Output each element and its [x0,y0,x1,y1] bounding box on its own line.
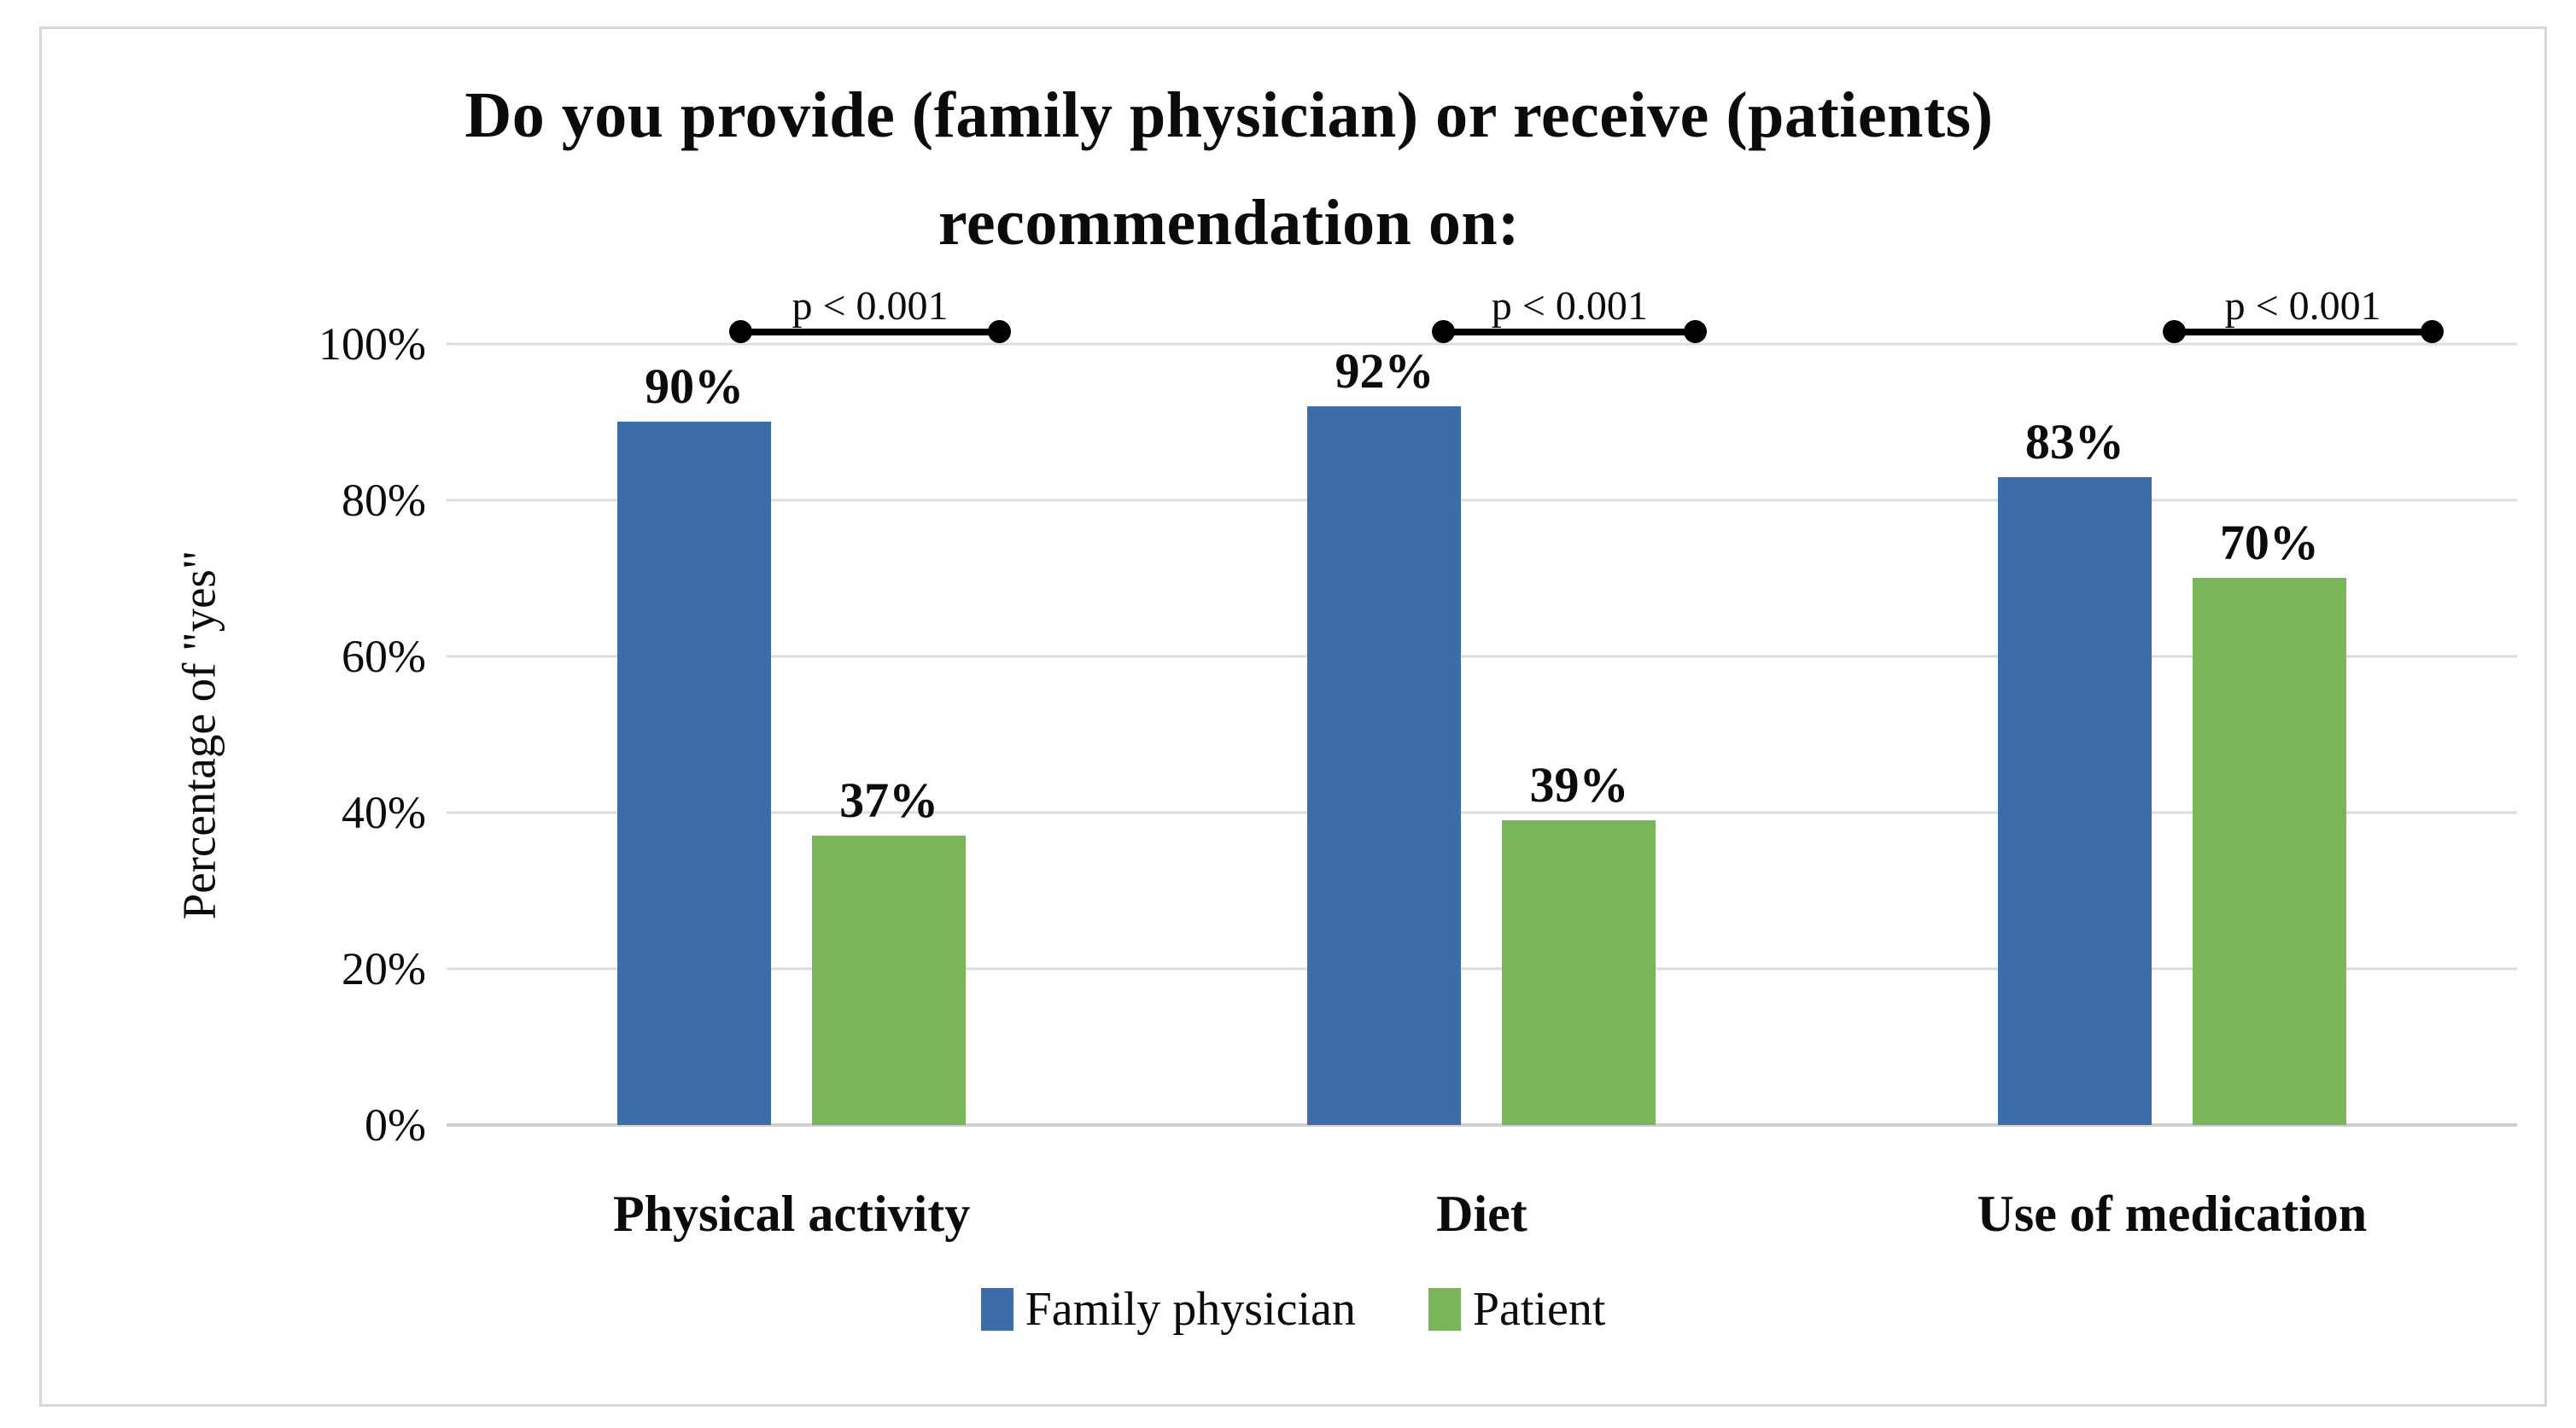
gridline [447,655,2517,658]
gridline [447,342,2517,346]
patient-bar: 39% [1502,761,1656,1125]
category-group: 90% 37% p < 0.001 Physical activity [447,286,1136,1242]
legend-swatch [980,1288,1013,1331]
chart-frame: Do you provide (family physician) or rec… [39,26,2547,1407]
significance-dot [1684,320,1708,343]
significance-line [1443,329,1697,335]
chart-title: Do you provide (family physician) or rec… [0,61,2480,277]
legend-label: Patient [1472,1283,1606,1336]
p-value-annotation: p < 0.001 [729,286,1011,351]
bar-value-label: 92% [1335,343,1434,399]
legend: Family physician Patient [42,1271,2544,1348]
significance-dot [1432,320,1456,343]
legend-item: Patient [1428,1283,1606,1336]
category-group: 83% 70% p < 0.001 Use of medication [1827,286,2517,1242]
y-tick-label: 40% [342,787,426,838]
category-label: Physical activity [613,1186,971,1242]
p-value-label: p < 0.001 [1491,283,1648,329]
significance-dot [2162,320,2186,343]
patient-bar: 37% [812,776,967,1125]
x-axis-line [447,1123,2517,1127]
legend-label: Family physician [1025,1283,1356,1336]
y-tick-label: 60% [342,631,426,682]
bar-value-label: 39% [1529,757,1629,813]
significance-line [740,329,1000,335]
legend-item: Family physician [980,1283,1356,1336]
bar-value-label: 37% [839,772,939,828]
p-value-annotation: p < 0.001 [2162,286,2444,351]
bars-row: 90% 37% [447,344,1136,1125]
y-tick-label: 0% [365,1099,426,1151]
family-physician-bar: 92% [1307,347,1462,1125]
y-tick-label: 80% [342,475,426,526]
y-axis-title: Percentage of "yes" [172,550,225,919]
chart-title-line2: recommendation on: [938,187,1520,259]
bar-value-label: 90% [645,358,745,414]
significance-dot [988,320,1011,343]
y-tick-label: 20% [342,943,426,994]
category-group: 92% 39% p < 0.001 Diet [1136,286,1826,1242]
p-value-label: p < 0.001 [791,283,949,329]
category-label: Use of medication [1977,1186,2368,1242]
chart-title-line1: Do you provide (family physician) or rec… [464,79,1994,151]
y-tick-label: 100% [318,318,426,370]
legend-swatch [1428,1288,1461,1331]
p-value-label: p < 0.001 [2224,283,2381,329]
gridline [447,811,2517,814]
family-physician-bar: 83% [1997,417,2152,1125]
bar-value-label: 70% [2219,515,2319,570]
category-label: Diet [1436,1186,1527,1242]
p-value-annotation: p < 0.001 [1432,286,1708,351]
gridline [447,498,2517,502]
significance-dot [2420,320,2444,343]
significance-line [2173,329,2433,335]
family-physician-bar: 90% [617,362,772,1125]
significance-dot [729,320,752,343]
bar-groups: 90% 37% p < 0.001 Physical activity 92% 39% p … [447,286,2517,1242]
bars-row: 83% 70% [1827,344,2517,1125]
bars-row: 92% 39% [1136,344,1826,1125]
bar-value-label: 83% [2024,414,2124,469]
patient-bar: 70% [2192,518,2346,1125]
gridline [447,967,2517,970]
plot-area: Percentage of "yes" 100% 80% 60% 40% 20% 0% 9… [173,286,2517,1242]
